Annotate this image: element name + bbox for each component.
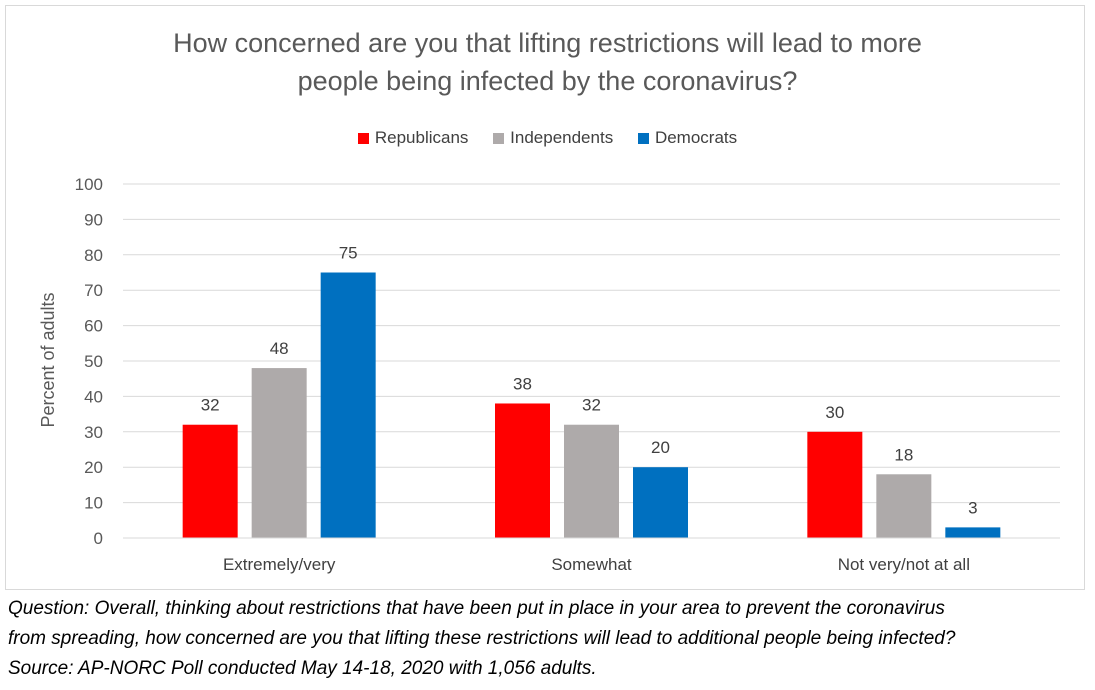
bar-republicans-0 — [182, 424, 238, 538]
bar-chart: 0 10 20 30 40 50 60 70 80 90 100 32 48 75 Extremely/ve… — [75, 175, 1060, 574]
x-tick-label-2: Not very/not at all — [838, 555, 970, 574]
bar-democrats-2 — [945, 527, 1001, 538]
y-tick-label-90: 90 — [84, 210, 103, 229]
bar-democrats-0 — [320, 272, 376, 538]
data-label-republicans-2: 30 — [825, 403, 844, 422]
footnote-line-2: from spreading, how concerned are you th… — [8, 628, 956, 649]
data-label-democrats-1: 20 — [651, 438, 670, 457]
legend-swatch-republicans — [357, 133, 369, 144]
legend-item-republicans: Republicans — [357, 128, 469, 148]
legend-item-independents: Independents — [493, 128, 613, 148]
footnote-line-1: Question: Overall, thinking about restri… — [8, 598, 945, 619]
data-label-democrats-2: 3 — [968, 498, 977, 517]
data-label-independents-1: 32 — [582, 396, 601, 415]
bar-independents-1 — [564, 424, 619, 538]
legend-swatch-independents — [493, 133, 505, 144]
chart-legend: Republicans Independents Democrats — [0, 128, 1095, 148]
legend-label-republicans: Republicans — [374, 128, 469, 147]
y-tick-label-30: 30 — [84, 423, 103, 442]
y-tick-label-50: 50 — [84, 352, 103, 371]
legend-swatch-democrats — [637, 133, 649, 144]
bar-independents-2 — [876, 474, 932, 538]
legend-item-democrats: Democrats — [637, 128, 738, 148]
y-tick-label-60: 60 — [84, 317, 103, 336]
bar-republicans-1 — [495, 403, 550, 538]
y-tick-label-20: 20 — [84, 458, 103, 477]
footnote-line-3: Source: AP-NORC Poll conducted May 14-18… — [8, 658, 597, 679]
bar-democrats-1 — [633, 467, 688, 538]
data-label-republicans-1: 38 — [513, 374, 532, 393]
footnote: Question: Overall, thinking about restri… — [8, 594, 1093, 684]
y-tick-label-40: 40 — [84, 387, 103, 406]
chart-title-line-2: people being infected by the coronavirus… — [297, 66, 798, 96]
legend-label-democrats: Democrats — [654, 128, 738, 147]
x-tick-label-1: Somewhat — [551, 555, 632, 574]
chart-title-line-1: How concerned are you that lifting restr… — [173, 28, 922, 58]
x-tick-label-0: Extremely/very — [223, 555, 336, 574]
bar-independents-0 — [251, 368, 307, 538]
data-label-republicans-0: 32 — [201, 396, 220, 415]
y-tick-label-100: 100 — [75, 175, 103, 194]
y-tick-label-0: 0 — [94, 529, 103, 548]
data-label-independents-2: 18 — [894, 445, 913, 464]
y-tick-label-80: 80 — [84, 246, 103, 265]
y-tick-label-10: 10 — [84, 494, 103, 513]
y-tick-label-70: 70 — [84, 281, 103, 300]
data-label-democrats-0: 75 — [339, 244, 358, 263]
legend-label-independents: Independents — [510, 128, 614, 147]
data-label-independents-0: 48 — [270, 339, 289, 358]
bar-republicans-2 — [807, 431, 863, 538]
